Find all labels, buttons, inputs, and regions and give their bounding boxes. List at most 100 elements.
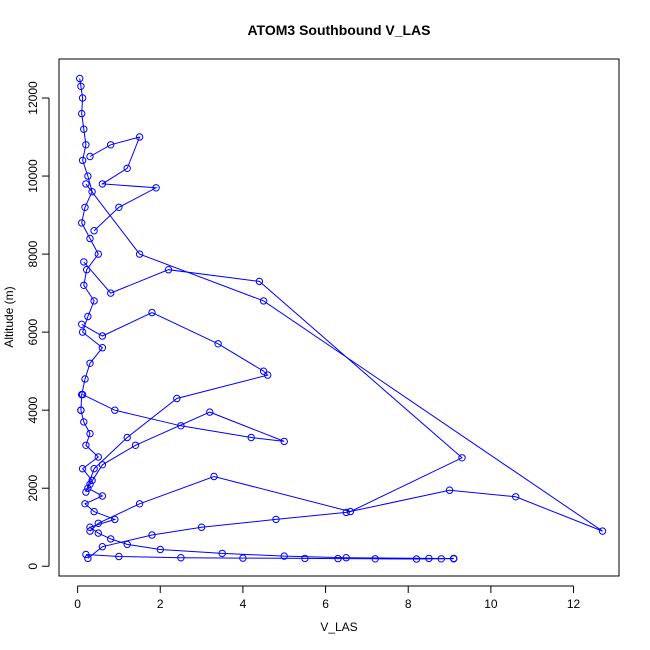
- x-axis-label: V_LAS: [320, 620, 357, 634]
- data-point: [301, 554, 309, 563]
- data-point: [247, 433, 255, 442]
- data-point: [135, 500, 144, 508]
- data-point: [107, 289, 115, 297]
- data-point: [94, 519, 103, 527]
- x-tick-label: 2: [157, 597, 164, 611]
- y-axis-label: Altitude (m): [2, 286, 16, 347]
- series-line-6: [89, 136, 158, 232]
- data-point: [88, 188, 96, 196]
- x-tick-label: 8: [405, 597, 412, 611]
- y-tick-label: 12000: [26, 81, 40, 115]
- data-point: [264, 371, 272, 379]
- data-point: [342, 554, 350, 562]
- y-axis: 0 2000 4000 6000 8000 10000 12000: [26, 81, 50, 570]
- data-point: [445, 486, 454, 494]
- data-point: [94, 453, 103, 461]
- data-point: [206, 408, 214, 416]
- data-point: [371, 555, 379, 563]
- data-point: [197, 523, 206, 531]
- data-point: [78, 219, 86, 227]
- data-point: [80, 125, 88, 133]
- y-tick-label: 0: [26, 563, 40, 570]
- data-point: [152, 184, 160, 192]
- data-point: [86, 234, 94, 243]
- data-point: [86, 429, 94, 438]
- data-point: [412, 555, 421, 563]
- data-point: [98, 543, 107, 551]
- data-point: [84, 312, 92, 321]
- data-point: [78, 465, 87, 473]
- data-point: [84, 554, 92, 563]
- data-point: [78, 320, 86, 328]
- series-line-1: [80, 410, 454, 560]
- data-point: [148, 308, 156, 317]
- data-point: [80, 258, 88, 266]
- x-tick-label: 4: [240, 597, 247, 611]
- data-point: [346, 507, 355, 516]
- data-point: [98, 180, 107, 188]
- x-tick-label: 0: [74, 597, 81, 611]
- data-point: [218, 549, 226, 558]
- y-tick-label: 2000: [26, 475, 40, 502]
- x-axis: 0 2 4 6 8 10 12: [74, 585, 581, 611]
- data-point: [512, 493, 520, 501]
- data-point: [88, 476, 96, 485]
- x-tick-label: 6: [322, 597, 329, 611]
- data-point: [78, 94, 87, 102]
- series-line-5: [82, 394, 285, 485]
- data-point: [239, 554, 247, 562]
- data-point: [98, 461, 107, 469]
- data-point: [177, 554, 185, 562]
- data-point: [272, 515, 280, 524]
- data-point: [598, 527, 607, 535]
- data-point: [82, 550, 90, 559]
- data-point: [111, 515, 119, 524]
- data-point: [156, 545, 165, 554]
- data-point: [86, 480, 94, 488]
- data-point: [115, 203, 123, 212]
- data-point: [115, 552, 123, 561]
- data-point: [90, 507, 98, 516]
- data-point: [135, 133, 144, 141]
- data-point: [342, 508, 350, 517]
- y-tick-label: 10000: [26, 159, 40, 193]
- data-point: [98, 332, 107, 340]
- y-tick-label: 6000: [26, 318, 40, 345]
- data-point: [107, 535, 115, 543]
- data-point: [131, 441, 140, 449]
- data-point: [437, 555, 445, 563]
- series-line-2: [85, 183, 603, 559]
- plot-area: [76, 74, 607, 563]
- data-point: [458, 454, 466, 462]
- data-point: [98, 344, 107, 352]
- series-line-3: [83, 261, 463, 532]
- data-point: [94, 529, 103, 537]
- series-line-0: [79, 78, 104, 411]
- data-point: [135, 250, 144, 258]
- data-point: [77, 406, 85, 414]
- data-point: [90, 465, 98, 473]
- data-point: [86, 523, 94, 531]
- data-point: [84, 172, 92, 180]
- y-tick-label: 4000: [26, 396, 40, 423]
- data-point: [94, 250, 103, 258]
- data-point: [78, 328, 87, 336]
- y-tick-label: 8000: [26, 240, 40, 267]
- data-point: [81, 500, 89, 508]
- data-point: [210, 472, 218, 481]
- data-point: [90, 297, 98, 305]
- data-point: [78, 156, 87, 165]
- data-point: [255, 277, 264, 286]
- series-line-7: [85, 554, 454, 560]
- data-point: [123, 164, 131, 173]
- data-point: [90, 227, 98, 235]
- x-tick-label: 12: [567, 597, 581, 611]
- data-point: [173, 394, 181, 403]
- data-point: [78, 390, 87, 399]
- data-point: [280, 552, 288, 560]
- series-line-4: [81, 312, 269, 493]
- data-point: [148, 531, 156, 539]
- data-point: [86, 527, 94, 535]
- data-point: [259, 367, 268, 375]
